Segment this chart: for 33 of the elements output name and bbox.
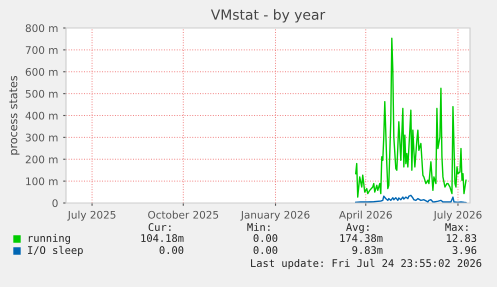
x-tick-label: October 2025 <box>148 210 218 219</box>
y-tick-label: 800 m <box>26 24 58 32</box>
text: Cur: <box>148 223 170 232</box>
y-tick-label: 200 m <box>26 155 58 164</box>
x-tick-label: July 2025 <box>67 210 116 221</box>
legend-label: running <box>28 234 70 244</box>
y-tick-label: 600 m <box>26 68 58 76</box>
text: 3.96 <box>452 246 476 254</box>
text: Max: <box>445 223 468 232</box>
line-series <box>355 194 467 203</box>
x-tick-label: January 2026 <box>240 210 310 221</box>
line-series <box>355 38 467 198</box>
text: Last update: Fri Jul 24 23:55:02 2026 <box>251 258 482 270</box>
text: 0.00 <box>160 246 184 254</box>
text: 9.83m <box>352 246 383 254</box>
y-tick-label: 400 m <box>26 112 58 120</box>
text: 0.00 <box>254 234 278 242</box>
y-tick-label: 0 <box>52 199 58 208</box>
text: Avg: <box>346 223 368 234</box>
x-tick-label: April 2026 <box>339 210 392 221</box>
chart-title: VMstat - by year <box>210 9 326 23</box>
y-axis-title: process states <box>9 76 20 155</box>
y-tick-label: 100 m <box>26 177 58 186</box>
text: Min: <box>247 222 270 231</box>
text: 12.83 <box>446 234 476 242</box>
legend-label: I/O sleep <box>28 246 83 256</box>
x-tick-label: July 2026 <box>433 210 482 221</box>
y-tick-label: 700 m <box>26 46 58 54</box>
text: 174.38m <box>340 234 383 242</box>
y-tick-label: 500 m <box>26 90 58 98</box>
y-tick-label: 300 m <box>26 134 58 142</box>
text: 0.00 <box>254 246 278 254</box>
text: 104.18m <box>141 234 184 242</box>
